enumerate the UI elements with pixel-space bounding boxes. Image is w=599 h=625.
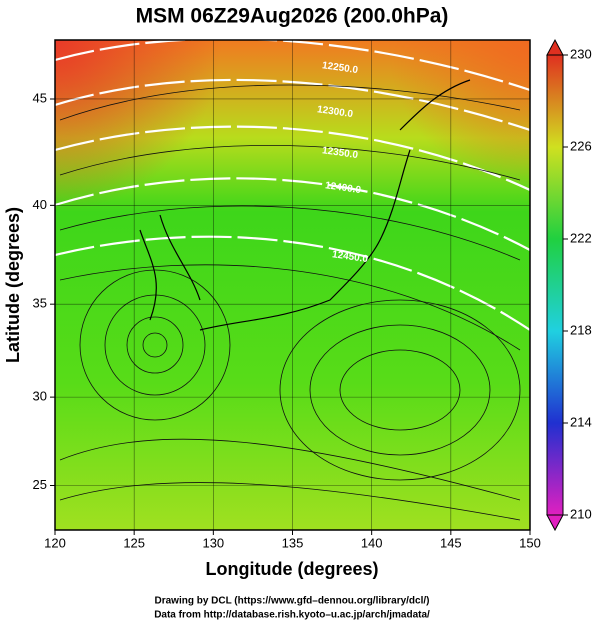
- colorbar-tick-label: 210: [570, 506, 592, 521]
- y-tick-label: 25: [33, 477, 47, 492]
- x-axis-label: Longitude (degrees): [205, 559, 378, 579]
- colorbar-tick-label: 218: [570, 322, 592, 337]
- contour-label: 12400.0: [324, 180, 362, 196]
- x-tick-label: 125: [123, 535, 145, 550]
- title: MSM 06Z29Aug2026 (200.0hPa): [136, 5, 449, 28]
- contour-label: 12350.0: [321, 145, 359, 161]
- colorbar-bottom: [546, 514, 564, 532]
- x-tick-label: 120: [44, 535, 66, 550]
- x-tick-label: 145: [440, 535, 462, 550]
- contour-label: 12250.0: [321, 60, 359, 76]
- contour-label: 12450.0: [331, 249, 369, 265]
- colorbar-tick-label: 226: [570, 138, 592, 153]
- colorbar-tick-label: 214: [570, 414, 592, 429]
- y-tick-label: 45: [33, 90, 47, 105]
- x-tick-label: 140: [361, 535, 383, 550]
- colorbar-tick-label: 230: [570, 46, 592, 61]
- y-tick-label: 35: [33, 296, 47, 311]
- credit: Drawing by DCL (https://www.gfd–dennou.o…: [154, 596, 429, 607]
- x-tick-label: 130: [202, 535, 224, 550]
- colorbar: [546, 54, 564, 516]
- colorbar-top: [546, 38, 564, 56]
- colorbar-tick-label: 222: [570, 230, 592, 245]
- x-tick-label: 135: [282, 535, 304, 550]
- contour-label: 12300.0: [316, 104, 354, 120]
- y-tick-label: 30: [33, 389, 47, 404]
- credit: Data from http://database.rish.kyoto–u.a…: [154, 610, 430, 621]
- y-tick-label: 40: [33, 197, 47, 212]
- x-tick-label: 150: [519, 535, 541, 550]
- y-axis-label: Latitude (degrees): [3, 207, 23, 363]
